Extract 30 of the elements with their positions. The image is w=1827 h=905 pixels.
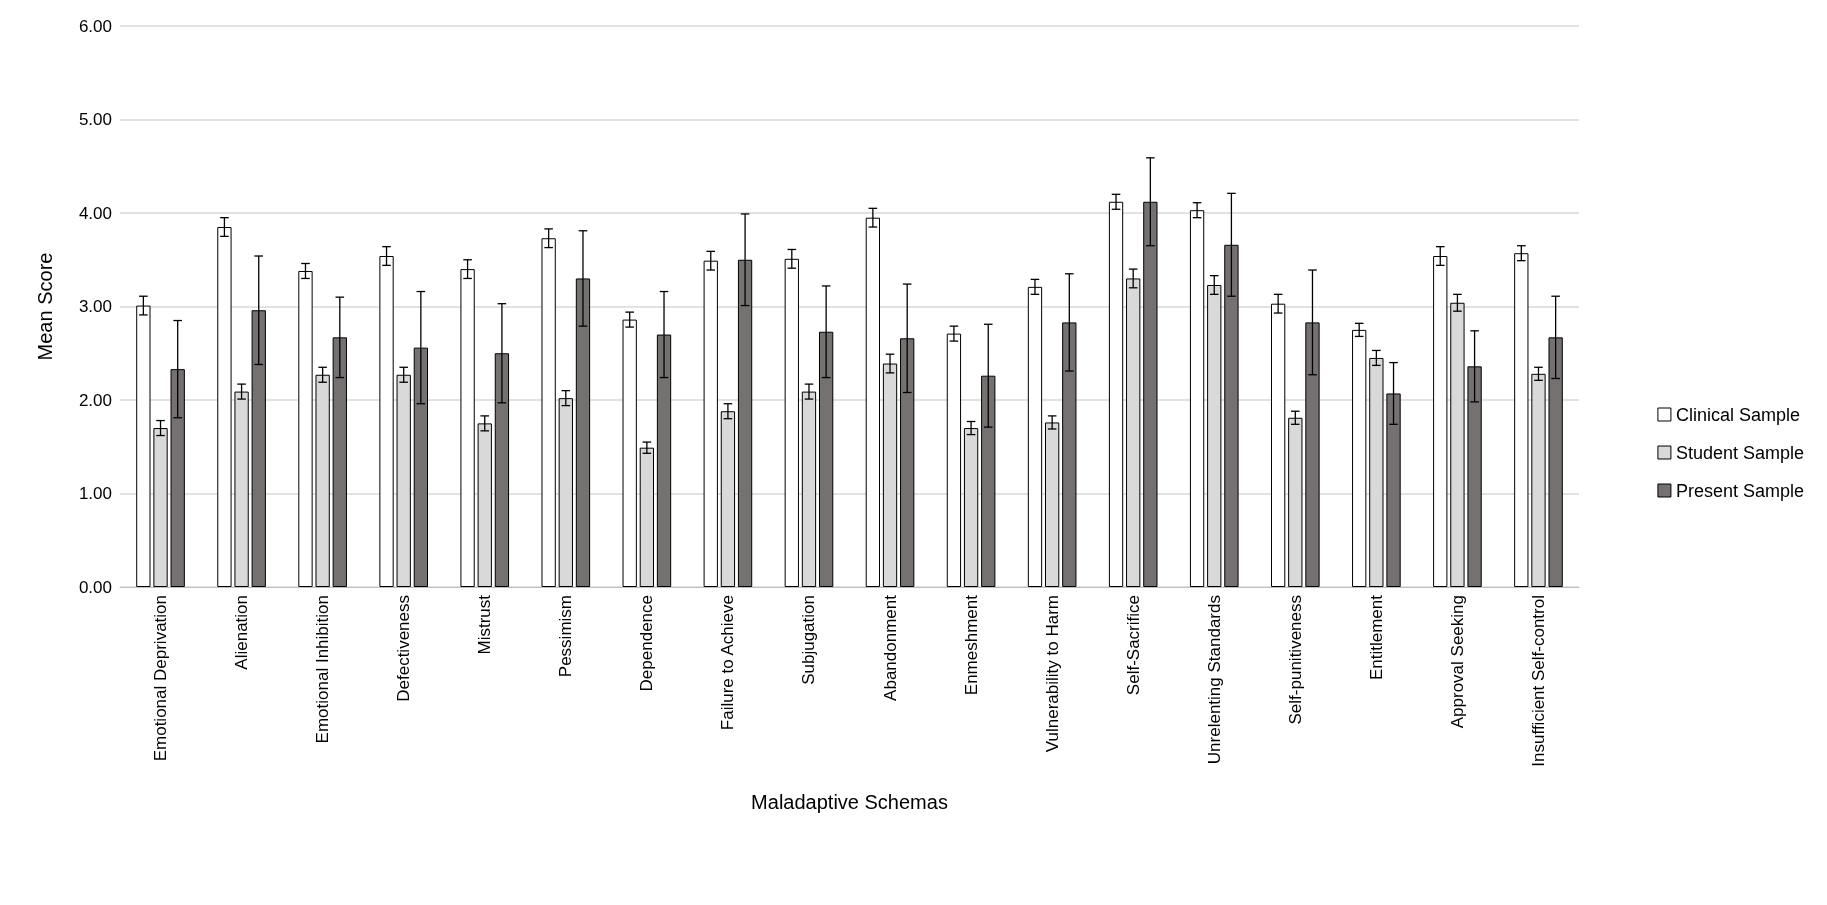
x-tick-label: Abandonment [880, 594, 900, 701]
x-axis-title: Maladaptive Schemas [751, 791, 948, 813]
legend-label: Clinical Sample [1675, 404, 1800, 425]
y-tick-label: 3.00 [78, 297, 112, 316]
x-tick-label: Enmeshment [961, 594, 981, 696]
x-tick-label: Emotional Inhibition [313, 595, 333, 744]
x-tick-label: Emotional Deprivation [151, 595, 171, 762]
legend-label: Present Sample [1675, 480, 1804, 501]
x-tick-label: Alienation [232, 595, 252, 670]
x-tick-label: Subjugation [799, 595, 819, 685]
y-tick-label: 1.00 [78, 484, 112, 503]
y-tick-label: 4.00 [78, 203, 112, 223]
y-tick-label: 6.00 [78, 16, 112, 36]
x-tick-label: Failure to Achieve [718, 595, 738, 731]
y-tick-label: 5.00 [78, 110, 112, 129]
x-tick-label: Mistrust [475, 594, 495, 655]
y-tick-label: 0.00 [78, 577, 112, 597]
legend-label: Student Sample [1675, 442, 1805, 463]
x-tick-label: Self-Sacrifice [1123, 595, 1143, 696]
x-tick-label: Pessimism [556, 595, 576, 678]
x-tick-label: Defectiveness [394, 595, 414, 702]
x-tick-label: Approval Seeking [1447, 595, 1467, 729]
x-tick-label: Insufficient Self-control [1528, 595, 1548, 767]
y-tick-label: 2.00 [78, 390, 112, 410]
y-axis-title: Mean Score [34, 252, 56, 361]
x-tick-label: Self-punitiveness [1285, 595, 1305, 725]
x-tick-label: Entitlement [1366, 594, 1386, 681]
x-tick-label: Vulnerability to Harm [1042, 595, 1062, 753]
x-tick-label: Unrelenting Standards [1204, 595, 1224, 765]
x-tick-label: Dependence [637, 595, 657, 692]
